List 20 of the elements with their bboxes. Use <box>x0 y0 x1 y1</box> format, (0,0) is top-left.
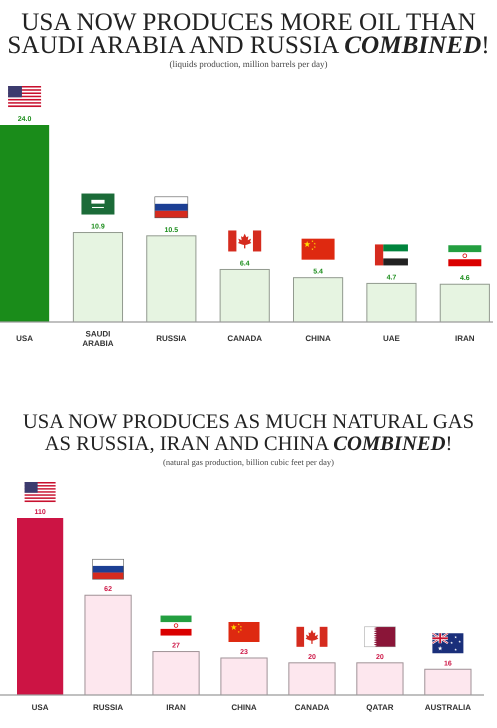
x-tick-label: CANADA <box>294 703 330 712</box>
x-tick-label: USA <box>16 334 34 343</box>
x-tick-label: SAUDI ARABIA <box>82 329 114 348</box>
x-tick-label: CHINA <box>231 703 257 712</box>
x-tick-label: IRAN <box>455 334 475 343</box>
bar <box>17 518 64 695</box>
x-tick-label: CANADA <box>227 334 262 343</box>
chart-title: USA NOW PRODUCES AS MUCH NATURAL GAS AS RUSSIA, IRAN AND CHINA COMBINED! <box>22 411 474 455</box>
chart-subtitle: (liquids production, million barrels per day) <box>170 59 328 69</box>
x-tick-label: RUSSIA <box>92 703 124 712</box>
chart-subtitle: (natural gas production, billion cubic feet per day) <box>163 457 334 467</box>
x-tick-label: AUSTRALIA <box>424 703 472 712</box>
bar <box>0 125 50 322</box>
x-tick-label: IRAN <box>166 703 186 712</box>
chart-title: USA NOW PRODUCES MORE OIL THAN SAUDI ARABIA AND RUSSIA COMBINED! <box>7 9 490 59</box>
x-tick-label: QATAR <box>366 703 394 712</box>
x-tick-label: UAE <box>383 334 401 343</box>
x-tick-label: RUSSIA <box>156 334 187 343</box>
x-tick-label: CHINA <box>305 334 331 343</box>
x-tick-label: USA <box>32 703 49 712</box>
